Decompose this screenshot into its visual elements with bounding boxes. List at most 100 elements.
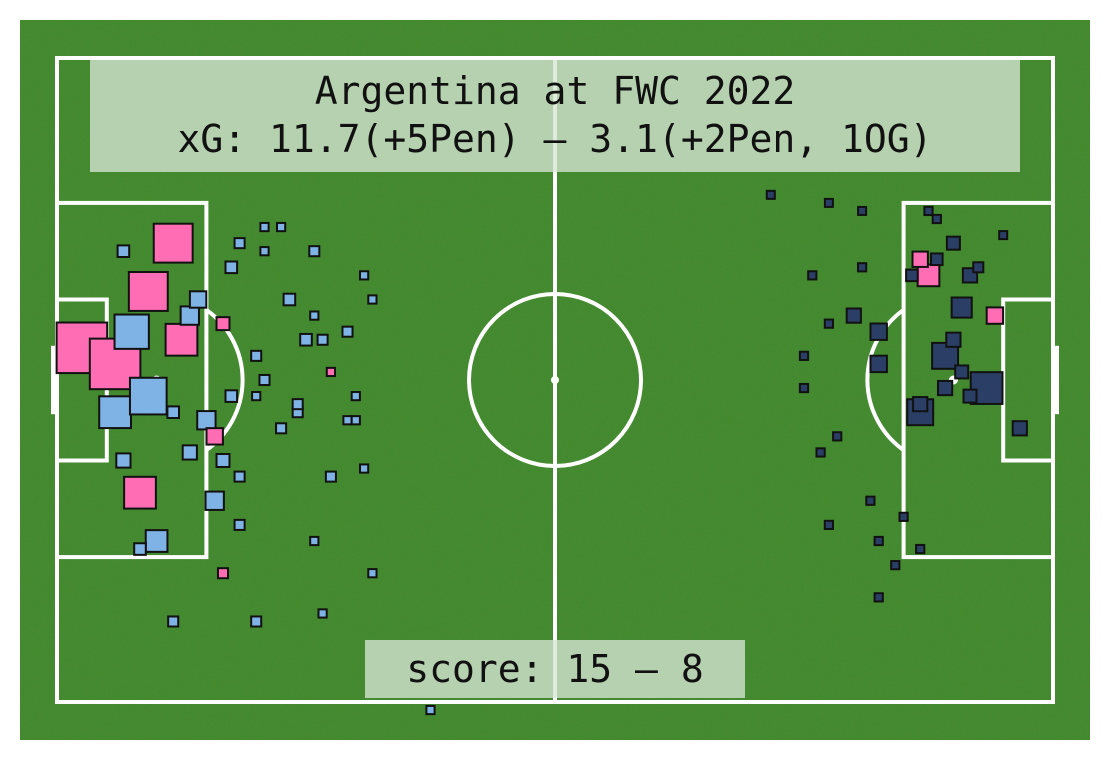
argentina-shot-marker	[309, 310, 320, 321]
argentina-shot-marker	[308, 245, 321, 258]
opponent-shot-marker	[798, 382, 810, 394]
argentina-shot-marker	[341, 325, 354, 338]
opponent-shot-marker	[815, 447, 826, 458]
argentina-shot-marker	[224, 389, 239, 403]
chart-title: Argentina at FWC 2022	[315, 69, 795, 113]
opponent-shot-marker	[1011, 420, 1028, 437]
opponent-shot-marker	[857, 205, 868, 216]
argentina-shot-marker	[181, 444, 198, 461]
opponent-shot-marker	[998, 230, 1009, 241]
score-background	[365, 640, 745, 698]
opponent-shot-marker	[873, 535, 884, 547]
argentina-shot-marker	[350, 415, 361, 426]
argentina-shot-marker	[196, 410, 217, 431]
argentina-shot-marker	[316, 333, 329, 346]
opponent-shot-marker	[832, 431, 843, 442]
opponent-shot-marker	[950, 296, 973, 319]
opponent-shot-marker	[954, 364, 970, 380]
opponent-shot-marker	[865, 495, 876, 506]
argentina-shot-marker	[224, 260, 239, 275]
argentina-shot-marker	[259, 246, 270, 257]
argentina-shot-marker	[258, 373, 271, 387]
opponent-shot-marker	[823, 318, 835, 329]
argentina-shot-marker	[342, 415, 353, 426]
argentina-goal-marker	[123, 475, 157, 510]
argentina-shot-marker	[98, 395, 132, 430]
opponent-shot-marker	[869, 322, 888, 341]
argentina-shots	[55, 221, 436, 716]
argentina-shot-marker	[133, 542, 147, 556]
argentina-shot-marker	[233, 237, 246, 250]
opponent-shot-marker	[945, 235, 961, 251]
opponent-shot-marker	[931, 213, 942, 225]
argentina-shot-marker	[233, 470, 246, 483]
argentina-shot-marker	[282, 292, 297, 307]
argentina-goal-marker	[325, 366, 337, 378]
argentina-shot-marker	[275, 221, 287, 233]
argentina-shot-marker	[291, 398, 304, 411]
argentina-shot-marker	[250, 615, 263, 628]
opponent-goal-marker	[911, 250, 929, 268]
opponent-shot-marker	[845, 307, 862, 324]
argentina-shot-marker	[358, 463, 370, 474]
opponent-shot-marker	[930, 252, 944, 267]
opponent-shot-marker	[905, 268, 919, 283]
opponent-shot-marker	[912, 396, 929, 413]
score-label: score: 15 – 8	[406, 647, 703, 691]
opponent-shot-marker	[873, 592, 884, 603]
argentina-shot-marker	[144, 529, 169, 553]
argentina-shot-marker	[425, 704, 436, 716]
opponent-shot-marker	[765, 189, 776, 200]
right-goal	[1051, 345, 1059, 415]
argentina-shot-marker	[188, 290, 208, 309]
argentina-shot-marker	[250, 349, 263, 362]
argentina-shot-marker	[367, 568, 378, 579]
argentina-shot-marker	[358, 270, 370, 281]
argentina-shot-marker	[317, 608, 328, 619]
opponent-shot-marker	[823, 519, 835, 531]
argentina-goal-marker	[216, 567, 230, 580]
opponent-shot-marker	[823, 197, 834, 208]
argentina-goal-marker	[164, 322, 199, 357]
argentina-shot-marker	[128, 376, 168, 416]
opponent-shot-marker	[915, 543, 926, 555]
opponent-shot-marker	[945, 331, 962, 348]
argentina-shot-marker	[204, 490, 225, 511]
opponent-goal-marker	[985, 306, 1005, 325]
score-box: score: 15 – 8	[365, 640, 745, 698]
argentina-shot-marker	[275, 422, 288, 435]
argentina-goal-marker	[205, 427, 224, 446]
argentina-shot-marker	[115, 452, 132, 469]
opponent-shot-marker	[898, 511, 909, 522]
opponent-shots	[765, 189, 1028, 603]
argentina-shot-marker	[350, 390, 361, 402]
opponent-shot-marker	[936, 379, 954, 397]
argentina-shot-marker	[215, 453, 231, 468]
center-circle	[467, 292, 643, 468]
opponent-shot-marker	[807, 270, 818, 281]
argentina-shot-marker	[259, 221, 270, 233]
argentina-goal-marker	[215, 316, 231, 332]
opponent-shot-marker	[890, 560, 901, 571]
left-goal	[51, 345, 59, 415]
title-background	[90, 60, 1020, 172]
argentina-shot-marker	[233, 518, 246, 531]
argentina-shot-marker	[116, 244, 131, 258]
center-spot	[551, 376, 559, 384]
argentina-goal-marker	[152, 222, 194, 264]
argentina-shot-marker	[299, 332, 313, 347]
opponent-shot-marker	[798, 350, 810, 361]
argentina-shot-marker	[113, 313, 150, 350]
argentina-shot-marker	[324, 470, 337, 483]
opponent-shot-marker	[869, 354, 888, 374]
opponent-shot-marker	[972, 261, 985, 274]
argentina-shot-marker	[309, 535, 320, 547]
argentina-shot-marker	[166, 405, 180, 419]
title-box: Argentina at FWC 2022 xG: 11.7(+5Pen) – …	[90, 60, 1020, 172]
argentina-shot-marker	[251, 390, 262, 402]
argentina-shot-marker	[367, 294, 378, 305]
chart-subtitle: xG: 11.7(+5Pen) – 3.1(+2Pen, 1OG)	[178, 117, 933, 161]
argentina-shot-marker	[167, 615, 180, 628]
